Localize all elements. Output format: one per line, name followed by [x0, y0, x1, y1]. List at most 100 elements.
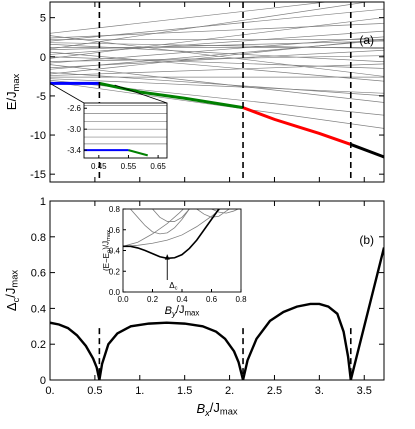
- inset-a-connector-left: [49, 83, 85, 104]
- excited-level-18: [50, 35, 384, 77]
- inset-b-plot: [123, 209, 239, 260]
- inset-a-ytick-label-0: -2.6: [67, 104, 81, 113]
- inset-b-level-1: [123, 209, 221, 247]
- inset-a-xtick-label-0: 0.45: [91, 162, 107, 171]
- ytick-label-a-0: 5: [40, 13, 46, 25]
- excited-level-8: [50, 55, 384, 62]
- ylabel-a-part: max: [11, 73, 21, 91]
- gap-curve: [50, 247, 384, 380]
- ylabel-a-part: E/J: [4, 91, 19, 110]
- ylabel-b: Δc/Jmax: [3, 270, 21, 311]
- xtick-label-b-7: 3.5: [357, 385, 372, 397]
- inset-b-xlabel-part: /J: [176, 304, 185, 316]
- excited-level-19: [50, 2, 330, 34]
- excited-level-20: [50, 49, 384, 69]
- ytick-label-b-5: 1: [40, 196, 46, 208]
- inset-b-xtick-label-3: 0.6: [206, 295, 218, 304]
- inset-a-ytick-label-1: -3.0: [67, 125, 81, 134]
- xtick-label-b-4: 2.: [225, 385, 234, 397]
- plot-area-b: [50, 247, 384, 380]
- xtick-label-b-1: 0.5: [87, 385, 102, 397]
- inset-b-ylabel-part: max: [106, 230, 112, 241]
- xlabel-b-part: max: [220, 407, 238, 417]
- inset-b-xlabel-part: y: [171, 309, 177, 318]
- inset-b-ylabel-part: )/J: [101, 241, 110, 250]
- ytick-label-b-0: 0: [40, 375, 46, 387]
- ytick-label-a-2: -5: [36, 91, 46, 103]
- inset-b-bg: [123, 209, 241, 292]
- excited-level-23: [50, 42, 384, 49]
- inset-b-ylabel: (E−Eg)/Jmax: [101, 230, 112, 271]
- ytick-label-b-4: 0.8: [31, 232, 46, 244]
- excited-level-17: [50, 23, 384, 39]
- excited-level-15: [50, 43, 384, 63]
- excited-level-9: [50, 17, 384, 59]
- inset-b-xlabel: By/Jmax: [165, 304, 200, 318]
- inset-b-annotation-part: c: [175, 286, 178, 292]
- ytick-label-a-1: 0: [40, 52, 46, 64]
- excited-level-5: [50, 72, 384, 97]
- inset-b-ytick-label-1: 0.2: [109, 267, 121, 276]
- frame-a: [49, 1, 385, 183]
- xtick-label-b-6: 3.: [315, 385, 324, 397]
- excited-level-13: [50, 2, 370, 50]
- panel-b-gap: 00.20.40.60.810. 0.5 1. 1.5 2. 2.5 3. 3.5Δc/Jma…: [3, 196, 385, 418]
- excited-level-11: [50, 30, 384, 55]
- ground-state-segment-1: [99, 81, 244, 110]
- xlabel-b-part: /J: [210, 400, 220, 415]
- excited-level-12: [50, 51, 384, 82]
- ytick-label-a-3: -10: [30, 130, 46, 142]
- inset-b-xlabel-part: B: [165, 305, 172, 317]
- inset-b-ytick-label-3: 0.6: [109, 226, 121, 235]
- inset-b-xtick-label-1: 0.2: [147, 295, 159, 304]
- panel-a-energy-spectrum: 5 0 -5 -10 -15 E/Jmax (a) -2.6 -3.0 -3.4 0.45 0.55 0…: [4, 1, 385, 183]
- excited-level-0: [50, 81, 384, 129]
- xtick-label-b-0: 0.: [45, 385, 54, 397]
- inset-b-gap-curve: [123, 209, 220, 260]
- inset-a-frame: [83, 102, 168, 159]
- xlabel-b-part: x: [204, 408, 210, 418]
- xlabel-b: Bx/Jmax: [196, 400, 237, 418]
- excited-level-7: [50, 64, 384, 103]
- frame-b: [49, 200, 385, 381]
- inset-b-level-5: [211, 209, 239, 214]
- inset-b-level-0: [123, 209, 184, 247]
- excited-level-24: [50, 38, 384, 75]
- inset-b-ytick-label-0: 0.0: [109, 288, 121, 297]
- inset-b-xtick-label-2: 0.4: [176, 295, 188, 304]
- ylabel-a: E/Jmax: [4, 73, 21, 110]
- ytick-label-a-4: -15: [30, 169, 46, 181]
- ylabel-b-part: /J: [3, 288, 18, 298]
- inset-b-xtick-label-0: 0.0: [117, 295, 129, 304]
- inset-a-ytick-label-2: -3.4: [67, 146, 81, 155]
- ylabel-b-part: max: [10, 270, 20, 288]
- excited-level-2: [50, 78, 384, 94]
- panel-label-b: (b): [359, 233, 374, 247]
- inset-a-xtick-label-2: 0.65: [150, 162, 166, 171]
- ytick-label-b-2: 0.4: [31, 303, 46, 315]
- excited-level-4: [50, 63, 384, 76]
- xtick-label-b-5: 2.5: [267, 385, 282, 397]
- inset-a-xtick-label-1: 0.55: [121, 162, 137, 171]
- inset-b-level-3: [152, 209, 190, 222]
- ground-state-segment-2: [242, 106, 352, 146]
- inset-b-annotation-part: Δ: [169, 281, 175, 290]
- xtick-label-b-3: 1.5: [177, 385, 192, 397]
- inset-a-bg: [84, 103, 167, 158]
- ytick-label-b-1: 0.2: [31, 339, 46, 351]
- ground-state-segment-3: [350, 143, 384, 159]
- excited-level-21: [50, 36, 384, 64]
- xtick-label-b-2: 1.: [135, 385, 144, 397]
- inset-b-arrow-head: [164, 254, 170, 260]
- inset-b-annotation: Δc: [169, 281, 177, 292]
- inset-b-xtick-label-4: 0.8: [235, 295, 247, 304]
- panel-label-a: (a): [359, 33, 374, 47]
- inset-b-xlabel-part: max: [184, 308, 199, 317]
- inset-b-ylabel-part: g: [107, 250, 113, 253]
- inset-a-ground-green: [128, 149, 148, 157]
- inset-b-ytick-label-2: 0.4: [109, 247, 121, 256]
- inset-b-ylabel-part: (E−E: [102, 253, 111, 271]
- ylabel-b-part: c: [11, 297, 21, 302]
